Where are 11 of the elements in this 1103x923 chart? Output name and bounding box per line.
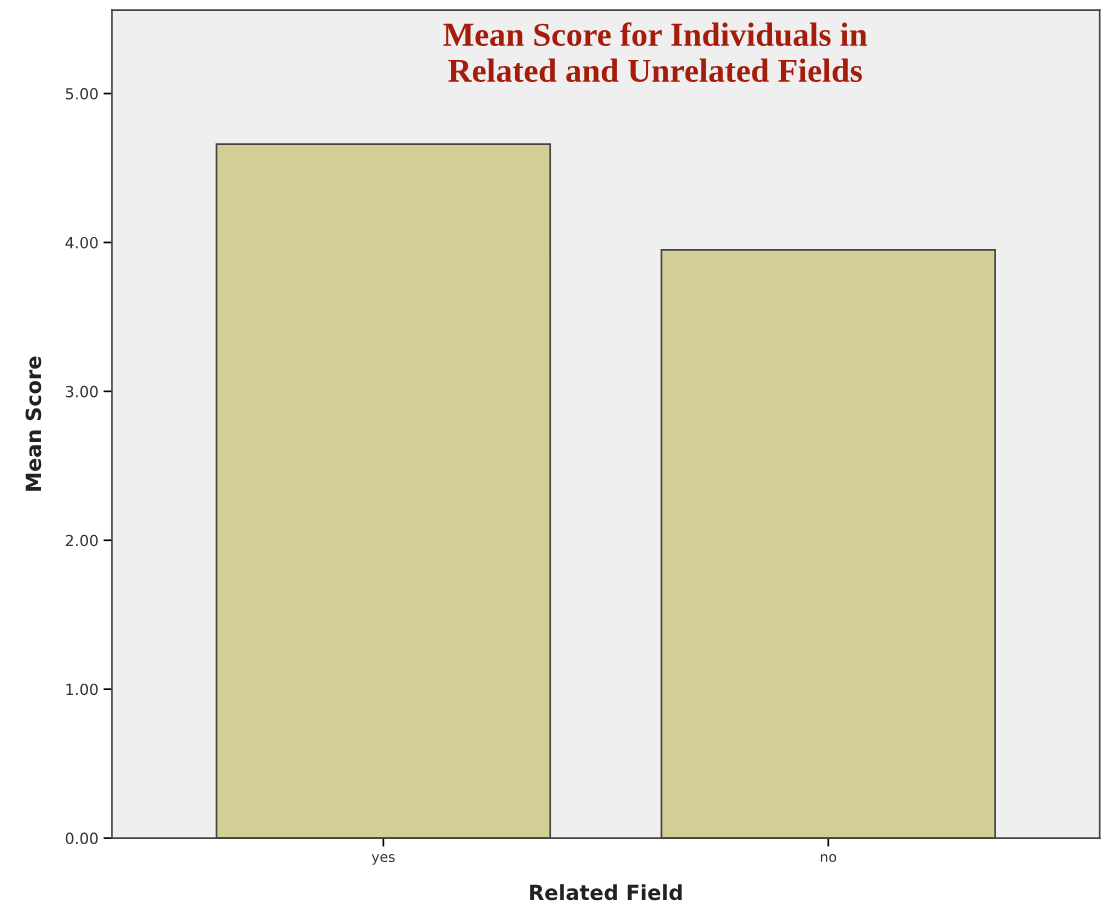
x-tick-label: yes <box>371 854 395 865</box>
y-tick-label: 2.00 <box>65 534 98 547</box>
y-tick-label: 1.00 <box>66 683 98 696</box>
y-tick-label: 4.00 <box>65 236 98 249</box>
y-tick-label: 3.00 <box>65 385 98 398</box>
x-tick-label: no <box>820 854 837 863</box>
y-axis-title: Mean Score <box>25 356 42 491</box>
y-tick-label: 5.00 <box>65 88 98 100</box>
x-axis-title: Related Field <box>530 884 682 901</box>
text: Mean Score for Individuals in Related and Unrelated Fields <box>443 22 868 83</box>
y-tick-label: 0.00 <box>65 832 98 845</box>
